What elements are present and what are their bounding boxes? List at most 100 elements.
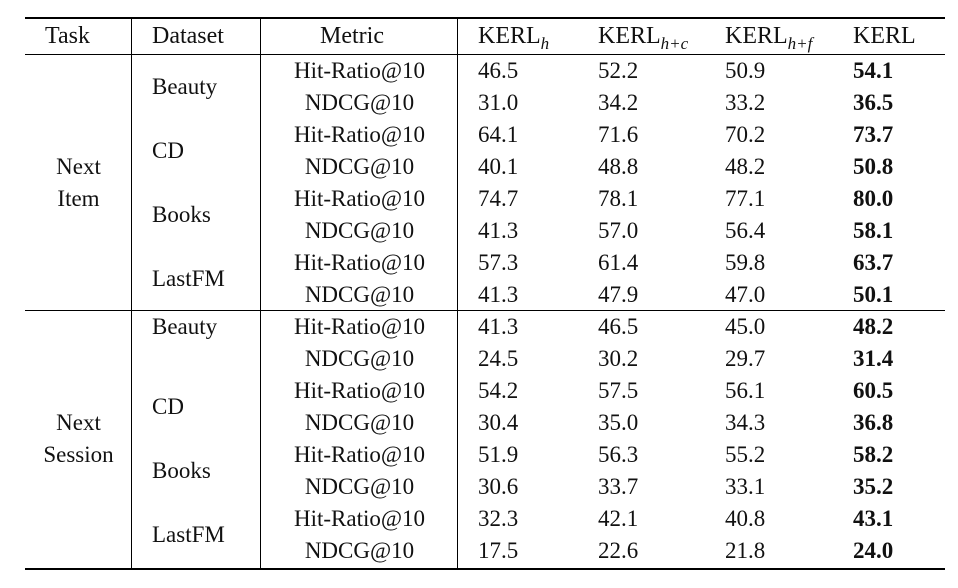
value-cell: 30.6: [478, 474, 519, 499]
value-cell: 77.1: [725, 186, 766, 211]
header-model-2: KERLh+c: [598, 18, 688, 54]
value-cell: 57.5: [598, 378, 639, 403]
value-cell: 41.3: [478, 218, 519, 243]
value-cell: 56.1: [725, 378, 766, 403]
metric-cell: NDCG@10: [304, 346, 415, 371]
dataset-label: Beauty: [152, 314, 218, 339]
value-cell: 40.1: [478, 154, 519, 179]
value-cell: 40.8: [725, 506, 766, 531]
value-cell-best: 35.2: [853, 474, 894, 499]
value-cell: 32.3: [478, 506, 519, 531]
value-cell: 55.2: [725, 442, 766, 467]
dataset-label: LastFM: [152, 266, 225, 291]
value-cell-best: 31.4: [853, 346, 894, 371]
value-cell: 47.9: [598, 282, 639, 307]
value-cell: 52.2: [598, 58, 639, 83]
value-cell-best: 58.1: [853, 218, 894, 243]
value-cell: 41.3: [478, 282, 519, 307]
value-cell: 50.9: [725, 58, 766, 83]
metric-cell: NDCG@10: [304, 282, 415, 307]
header-model-name: KERL: [478, 23, 541, 49]
metric-cell: Hit-Ratio@10: [293, 506, 426, 531]
value-cell: 78.1: [598, 186, 639, 211]
value-cell: 51.9: [478, 442, 519, 467]
value-cell: 29.7: [725, 346, 766, 371]
header-dataset: Dataset: [152, 23, 224, 49]
header-model-4: KERL: [853, 18, 916, 54]
metric-cell: Hit-Ratio@10: [293, 58, 426, 83]
value-cell: 74.7: [478, 186, 519, 211]
header-task: Task: [45, 23, 90, 49]
value-cell: 70.2: [725, 122, 766, 147]
value-cell: 34.3: [725, 410, 766, 435]
task-label-line: Session: [43, 442, 114, 467]
column-divider-3: [457, 18, 458, 569]
bottom-rule: [25, 568, 945, 570]
value-cell: 64.1: [478, 122, 519, 147]
column-divider-2: [260, 18, 261, 569]
metric-cell: NDCG@10: [304, 474, 415, 499]
value-cell-best: 58.2: [853, 442, 894, 467]
task-label-line: Next: [56, 154, 101, 179]
value-cell-best: 63.7: [853, 250, 894, 275]
column-divider-1: [131, 18, 132, 569]
value-cell: 22.6: [598, 538, 639, 563]
value-cell-best: 50.8: [853, 154, 894, 179]
value-cell: 17.5: [478, 538, 519, 563]
value-cell: 31.0: [478, 90, 519, 115]
metric-cell: Hit-Ratio@10: [293, 122, 426, 147]
value-cell: 30.4: [478, 410, 519, 435]
metric-cell: Hit-Ratio@10: [293, 442, 426, 467]
dataset-label: CD: [152, 394, 184, 419]
metric-cell: NDCG@10: [304, 154, 415, 179]
metric-cell: NDCG@10: [304, 90, 415, 115]
value-cell: 48.8: [598, 154, 639, 179]
value-cell: 71.6: [598, 122, 639, 147]
dataset-label: Books: [152, 458, 211, 483]
value-cell: 24.5: [478, 346, 519, 371]
value-cell: 34.2: [598, 90, 639, 115]
metric-cell: Hit-Ratio@10: [293, 186, 426, 211]
value-cell-best: 80.0: [853, 186, 894, 211]
header-model-name: KERL: [725, 23, 788, 49]
value-cell: 48.2: [725, 154, 766, 179]
value-cell-best: 36.8: [853, 410, 894, 435]
value-cell: 54.2: [478, 378, 519, 403]
dataset-label: LastFM: [152, 522, 225, 547]
header-model-subscript: h+c: [660, 34, 689, 53]
metric-cell: NDCG@10: [304, 410, 415, 435]
value-cell: 35.0: [598, 410, 639, 435]
value-cell: 45.0: [725, 314, 766, 339]
metric-cell: Hit-Ratio@10: [293, 250, 426, 275]
metric-cell: NDCG@10: [304, 538, 415, 563]
header-rule: [25, 54, 945, 55]
value-cell-best: 60.5: [853, 378, 894, 403]
value-cell: 46.5: [598, 314, 639, 339]
value-cell: 46.5: [478, 58, 519, 83]
header-model-1: KERLh: [478, 18, 549, 54]
header-model-name: KERL: [853, 23, 916, 49]
metric-cell: NDCG@10: [304, 218, 415, 243]
value-cell: 33.1: [725, 474, 766, 499]
task-label-line: Next: [56, 410, 101, 435]
value-cell: 61.4: [598, 250, 639, 275]
value-cell-best: 43.1: [853, 506, 894, 531]
value-cell-best: 48.2: [853, 314, 894, 339]
value-cell: 42.1: [598, 506, 639, 531]
header-model-3: KERLh+f: [725, 18, 812, 54]
header-model-name: KERL: [598, 23, 661, 49]
metric-cell: Hit-Ratio@10: [293, 314, 426, 339]
value-cell: 47.0: [725, 282, 766, 307]
header-model-subscript: h+f: [787, 34, 813, 53]
dataset-label: CD: [152, 138, 184, 163]
value-cell: 33.7: [598, 474, 639, 499]
value-cell-best: 36.5: [853, 90, 894, 115]
value-cell: 56.4: [725, 218, 766, 243]
top-rule: [25, 17, 945, 19]
value-cell: 30.2: [598, 346, 639, 371]
dataset-label: Beauty: [152, 74, 218, 99]
header-model-subscript: h: [540, 34, 550, 53]
header-metric: Metric: [320, 23, 384, 49]
metric-cell: Hit-Ratio@10: [293, 378, 426, 403]
value-cell: 33.2: [725, 90, 766, 115]
